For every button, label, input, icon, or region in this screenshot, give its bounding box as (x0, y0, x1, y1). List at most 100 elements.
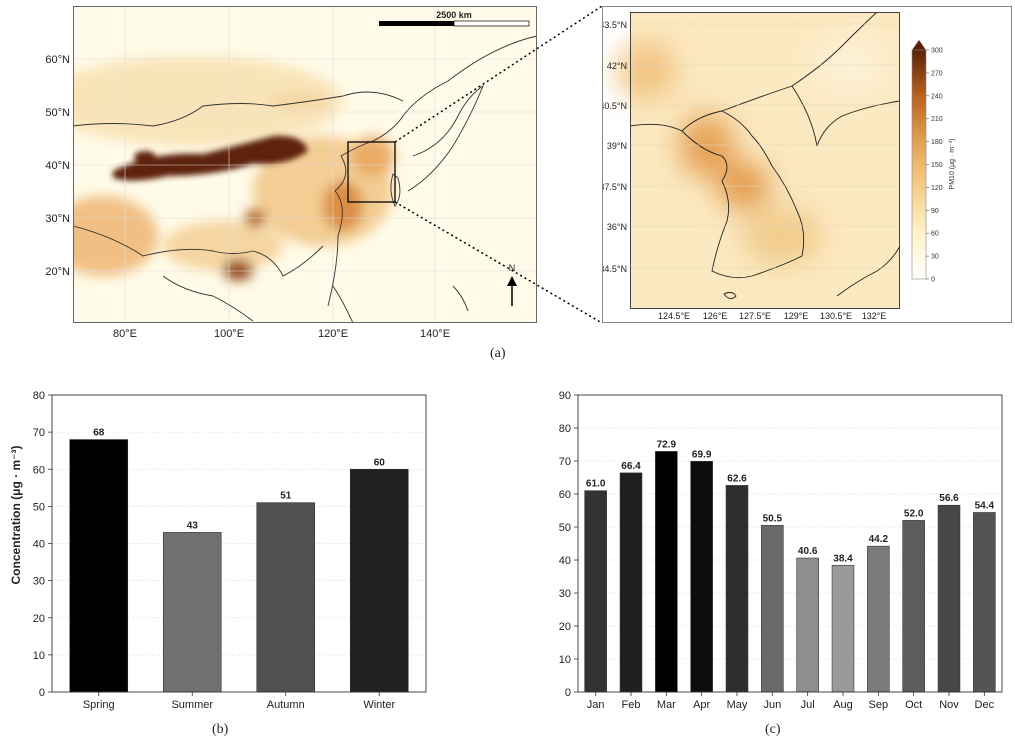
colorbar-tick-label: 300 (931, 48, 943, 55)
north-arrow-icon: N (507, 263, 517, 306)
inset-lat-tick: 40.5°N (602, 101, 627, 111)
colorbar-tick-label: 180 (931, 139, 943, 146)
y-tick-label: 40 (559, 555, 571, 567)
x-tick-label: Winter (363, 699, 395, 711)
colorbar-label: PM10 (μg · m⁻³) (949, 139, 956, 190)
y-tick-label: 20 (559, 621, 571, 633)
connector-line-top (394, 5, 603, 143)
bar-value-label: 54.4 (975, 500, 995, 511)
inset-map-panel: 43.5°N 42°N 40.5°N 39°N 37.5°N 36°N 34.5… (599, 6, 1012, 323)
map-frame (73, 6, 537, 323)
inset-lon-tick: 124.5°E (658, 311, 690, 321)
inset-lon-tick: 132°E (862, 311, 887, 321)
seasonal-bar-chart-svg: Concentration (μg · m⁻³) 0 10 20 30 40 50 60 70… (9, 390, 427, 711)
x-tick-label: Jun (763, 699, 781, 711)
y-tick-label: 0 (565, 687, 571, 699)
bar-value-label: 51 (280, 491, 292, 502)
x-tick-label: Autumn (267, 699, 305, 711)
y-tick-label: 60 (559, 489, 571, 501)
lat-tick: 30°N (45, 213, 70, 225)
bar-value-label: 60 (374, 457, 386, 468)
bar-value-label: 44.2 (869, 534, 889, 545)
inset-coastlines (629, 11, 901, 299)
lat-tick: 20°N (45, 266, 70, 278)
bar (162, 532, 222, 693)
main-map-ticks: 60°N 50°N 40°N 30°N 20°N 80°E 100°E 120°… (45, 5, 603, 340)
plot-frame (51, 394, 427, 693)
inset-map-svg: 43.5°N 42°N 40.5°N 39°N 37.5°N 36°N 34.5… (599, 6, 1012, 323)
svg-text:N: N (509, 263, 516, 273)
lat-tick: 50°N (45, 107, 70, 119)
bar (690, 461, 713, 693)
inset-lon-tick: 130.5°E (820, 311, 852, 321)
y-tick-label: 40 (33, 539, 45, 551)
main-map-svg: 2500 km N (43, 6, 538, 324)
y-tick-label: 60 (33, 464, 45, 476)
x-tick-label: Feb (622, 699, 641, 711)
bar-value-label: 61.0 (586, 479, 606, 490)
scale-bar: 2500 km (379, 10, 530, 27)
colorbar-tick-label: 240 (931, 93, 943, 100)
y-axis-label: Concentration (μg · m⁻³) (9, 446, 23, 585)
x-tick-label: Dec (975, 699, 995, 711)
bar (725, 485, 749, 693)
colorbar-tick-label: 210 (931, 116, 943, 123)
x-tick-label: Summer (171, 699, 213, 711)
lon-tick: 100°E (214, 328, 244, 340)
lat-tick: 40°N (45, 160, 70, 172)
seasonal-bar-chart: Concentration (μg · m⁻³) 0 10 20 30 40 50 60 70… (0, 380, 440, 725)
x-tick-label: Sep (869, 699, 889, 711)
inset-graticule (630, 23, 900, 269)
inset-lat-tick: 39°N (607, 141, 627, 151)
bar (349, 468, 409, 693)
y-tick-label: 70 (559, 456, 571, 468)
monthly-bar-chart-svg: 0 10 20 30 40 50 60 70 80 90 61.0 Jan 66.4 Feb 72.9 Mar… (559, 390, 1003, 711)
lon-tick: 140°E (420, 328, 450, 340)
inset-lon-tick: 127.5°E (739, 311, 771, 321)
y-tick-label: 50 (559, 522, 571, 534)
monthly-bar-chart: 0 10 20 30 40 50 60 70 80 90 61.0 Jan 66.4 Feb 72.9 Mar… (540, 380, 1015, 725)
lat-tick: 60°N (45, 54, 70, 66)
inset-lat-tick: 42°N (607, 61, 627, 71)
inset-frame (630, 12, 900, 309)
bar-value-label: 72.9 (657, 439, 677, 450)
bar (973, 512, 996, 693)
x-tick-label: Aug (833, 699, 853, 711)
y-tick-label: 90 (559, 390, 571, 402)
inset-lat-tick: 34.5°N (602, 264, 627, 274)
inset-lat-tick: 36°N (607, 222, 627, 232)
bar-value-label: 38.4 (833, 553, 853, 564)
map-coastlines (72, 35, 538, 324)
y-tick-label: 50 (33, 501, 45, 513)
y-tick-label: 20 (33, 613, 45, 625)
x-tick-label: Jan (587, 699, 605, 711)
y-tick-label: 10 (33, 650, 45, 662)
inset-outer-frame (602, 6, 1012, 323)
y-tick-label: 80 (559, 423, 571, 435)
lon-tick: 80°E (113, 328, 137, 340)
y-tick-label: 30 (33, 576, 45, 588)
bar-value-label: 68 (93, 428, 105, 439)
y-tick-label: 30 (559, 588, 571, 600)
bar-value-label: 50.5 (763, 513, 783, 524)
bar-value-label: 56.6 (939, 493, 959, 504)
y-tick-label: 0 (39, 687, 45, 699)
plot-frame (577, 394, 1003, 693)
colorbar-tick-label: 60 (931, 231, 939, 238)
scale-label: 2500 km (436, 10, 472, 20)
colorbar-tick-label: 150 (931, 162, 943, 169)
connector-line-bottom (394, 201, 603, 324)
bar-value-label: 69.9 (692, 449, 712, 460)
bar-value-label: 52.0 (904, 508, 924, 519)
inset-lon-tick: 126°E (703, 311, 728, 321)
x-tick-label: Oct (905, 699, 922, 711)
y-tick-label: 10 (559, 654, 571, 666)
x-tick-label: Apr (693, 699, 710, 711)
colorbar-tick-label: 30 (931, 254, 939, 261)
caption-b: (b) (212, 722, 229, 737)
x-tick-label: Mar (657, 699, 676, 711)
map-graticule (73, 6, 537, 323)
bar (761, 525, 784, 693)
inset-lat-tick: 37.5°N (602, 182, 627, 192)
y-tick-label: 70 (33, 427, 45, 439)
